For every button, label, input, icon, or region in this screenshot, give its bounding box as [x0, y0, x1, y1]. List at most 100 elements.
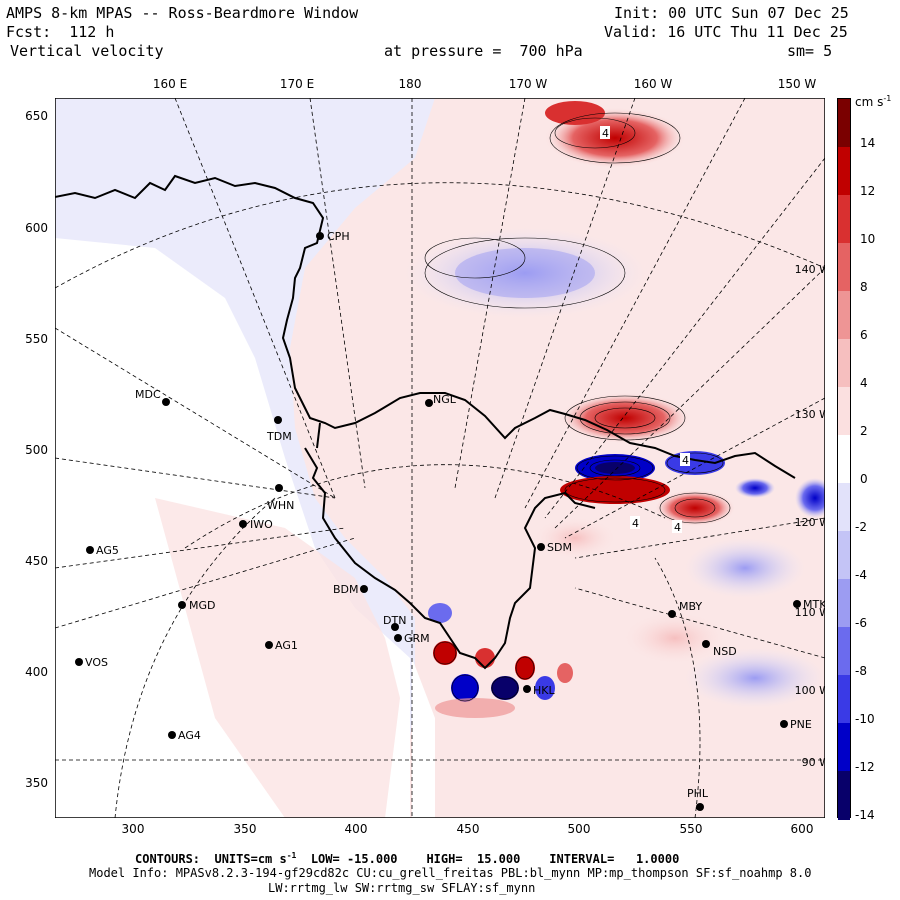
blue-cell — [535, 676, 555, 700]
station-marker — [793, 600, 801, 608]
colorbar-tick-label: 6 — [860, 328, 868, 342]
station-label: HKL — [533, 684, 555, 697]
station-marker — [265, 641, 273, 649]
blue-cell — [491, 676, 519, 700]
colorbar-units-exp: -1 — [883, 94, 892, 103]
coastline — [316, 422, 321, 449]
bottom-axis-label: 400 — [344, 822, 368, 836]
left-axis-label: 450 — [25, 554, 48, 568]
blue-cell — [428, 603, 452, 623]
colorbar-tick-label: 8 — [860, 280, 868, 294]
vertical-velocity-map: 4 4 4 4 CPH MDC TDM NGL WHN IWO AG5 SDM … — [55, 98, 825, 818]
colorbar-segment — [838, 195, 850, 244]
station-marker — [168, 731, 176, 739]
station-label: BDM — [333, 583, 359, 596]
smoothing: sm= 5 — [787, 42, 833, 60]
edge-lon-label: 130 W — [795, 408, 825, 421]
top-axis-label: 160 E — [152, 77, 188, 91]
bottom-axis-label: 600 — [790, 822, 814, 836]
station-label: GRM — [404, 632, 430, 645]
init-time: Init: 00 UTC Sun 07 Dec 25 — [614, 4, 849, 22]
colorbar-tick-label: 0 — [860, 472, 868, 486]
top-axis-label: 170 W — [508, 77, 548, 91]
left-axis-label: 400 — [25, 665, 48, 679]
colorbar-segment — [838, 675, 850, 724]
forecast-hour: Fcst: 112 h — [6, 23, 115, 41]
left-axis-label: 600 — [25, 221, 48, 235]
red-cell — [435, 698, 515, 718]
colorbar-tick-label: 4 — [860, 376, 868, 390]
plot-title: AMPS 8-km MPAS -- Ross-Beardmore Window — [6, 4, 359, 22]
contour-label-group: 4 4 4 4 — [600, 126, 690, 534]
blue-patch — [455, 248, 595, 298]
contour-label: 4 — [602, 127, 609, 140]
station-label: PNE — [790, 718, 812, 731]
station-label: WHN — [267, 499, 294, 512]
contour-high: HIGH= 15.000 — [426, 852, 521, 866]
red-cell — [515, 656, 535, 680]
contour-label: 4 — [674, 521, 681, 534]
top-axis-label: 170 E — [279, 77, 315, 91]
colorbar-tick-label: -8 — [855, 664, 867, 678]
blue-patch — [685, 538, 805, 598]
colorbar-tick-label: 2 — [860, 424, 868, 438]
edge-lon-label: 100 W — [795, 684, 825, 697]
left-axis-label: 500 — [25, 443, 48, 457]
contour-label: 4 — [632, 517, 639, 530]
station-label: AG4 — [178, 729, 201, 742]
colorbar-tick-label: -2 — [855, 520, 867, 534]
station-marker — [523, 685, 531, 693]
red-cell — [433, 641, 457, 665]
station-label: NSD — [713, 645, 737, 658]
station-label: DTN — [383, 614, 406, 627]
colorbar — [837, 98, 851, 820]
station-marker — [275, 484, 283, 492]
edge-lon-label: 90 W — [802, 756, 825, 769]
station-label: AG1 — [275, 639, 298, 652]
station-marker — [780, 720, 788, 728]
station-label: AG5 — [96, 544, 119, 557]
blue-cell — [795, 478, 825, 518]
colorbar-tick-label: 14 — [860, 136, 876, 150]
station-label: IWO — [250, 518, 273, 531]
physics-info: LW:rrtmg_lw SW:rrtmg_sw SFLAY:sf_mynn — [268, 881, 536, 895]
coastline — [304, 447, 596, 670]
left-axis-label: 350 — [25, 776, 48, 790]
left-axis-label: 650 — [25, 109, 48, 123]
station-label: MDC — [135, 388, 161, 401]
valid-time: Valid: 16 UTC Thu 11 Dec 25 — [604, 23, 848, 41]
pink-region — [155, 498, 400, 818]
colorbar-segment — [838, 771, 850, 820]
bottom-axis-label: 450 — [456, 822, 480, 836]
edge-lon-label: 140 W — [795, 263, 825, 276]
colorbar-segment — [838, 291, 850, 340]
colorbar-segment — [838, 339, 850, 388]
contour-interval: INTERVAL= 1.0000 — [549, 852, 680, 866]
blue-patch — [685, 648, 825, 708]
station-label: PHL — [687, 787, 709, 800]
colorbar-tick-label: 10 — [860, 232, 876, 246]
station-marker — [239, 520, 247, 528]
station-label: CPH — [327, 230, 350, 243]
contour-lines — [424, 112, 731, 702]
station-label: NGL — [433, 393, 457, 406]
pressure-level: at pressure = 700 hPa — [384, 42, 583, 60]
colorbar-segment — [838, 147, 850, 196]
bottom-axis-label: 300 — [121, 822, 145, 836]
colorbar-tick-label: -4 — [855, 568, 867, 582]
colorbar-tick-label: -12 — [855, 760, 875, 774]
white-region — [412, 658, 435, 818]
station-marker — [391, 623, 399, 631]
red-cell — [475, 648, 495, 668]
bottom-axis-label: 500 — [567, 822, 591, 836]
station-marker — [178, 601, 186, 609]
colorbar-tick-label: -6 — [855, 616, 867, 630]
graticule — [55, 98, 825, 818]
blue-cell — [451, 674, 479, 702]
edge-lon-label: 110 W — [795, 606, 825, 619]
bottom-axis-label: 550 — [679, 822, 703, 836]
station-marker — [702, 640, 710, 648]
contour-units: UNITS=cm s — [214, 852, 287, 866]
red-cell — [557, 663, 573, 683]
station-label: MTK — [803, 598, 825, 611]
